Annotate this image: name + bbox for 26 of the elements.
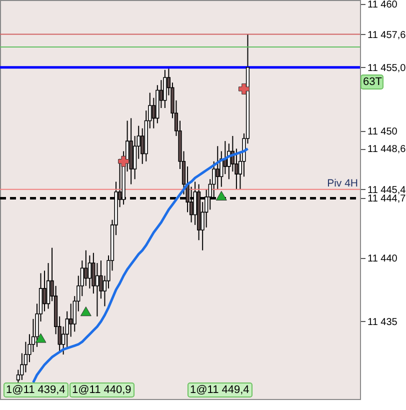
point — [238, 83, 250, 94]
annotation: 1@11 439,4 — [6, 384, 66, 396]
y-tick-label: 11 455,0 — [368, 62, 406, 74]
candlestick — [88, 254, 92, 289]
candlestick — [42, 270, 46, 312]
annotation: 1@11 449,4 — [190, 384, 250, 396]
y-tick-label: 11 435 — [368, 316, 398, 328]
candlestick — [216, 146, 220, 190]
y-tick-label: 11 457,6 — [368, 30, 406, 41]
y-tick-label: 11 448,6 — [368, 144, 406, 156]
annotation: 1@11 440,9 — [72, 384, 132, 396]
point — [216, 190, 227, 200]
y-tick-label: 11 440 — [368, 253, 398, 264]
text: 63T — [363, 76, 382, 88]
point — [118, 156, 130, 167]
candlestick — [69, 303, 73, 338]
y-tick-label: 11 460 — [368, 0, 398, 10]
candlestick — [95, 262, 100, 317]
point — [35, 333, 46, 343]
candlestick — [163, 69, 167, 109]
y-tick-label: 11 445,4 — [368, 184, 406, 196]
point — [80, 306, 92, 316]
candlestick — [84, 250, 88, 286]
y-tick-label: 11 444,7 — [368, 194, 406, 205]
ref-line-label: Piv 4H — [327, 177, 358, 190]
y-tick-label: 11 450 — [368, 126, 398, 138]
